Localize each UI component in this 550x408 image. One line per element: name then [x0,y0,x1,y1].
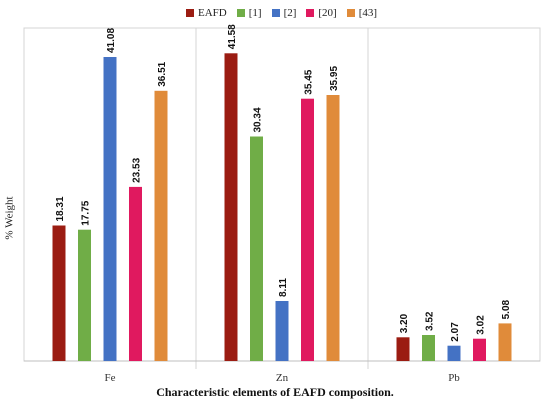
bar-pb-2 [447,345,461,361]
legend-swatch-eafd [186,9,194,17]
legend-swatch-ref1 [236,9,245,17]
data-label: 35.95 [329,66,340,91]
bar-pb-3 [473,338,486,361]
bar-pb-0 [396,337,410,361]
legend-item-eafd: EAFD [186,7,227,19]
data-label: 3.52 [425,311,436,331]
chart-legend: EAFD [1] [2] [20] [43] [186,7,377,19]
data-label: 23.53 [132,157,143,182]
bar-fe-2 [103,57,117,361]
bar-fe-0 [52,225,66,361]
bar-pb-4 [498,323,512,361]
data-label: 2.07 [450,322,461,342]
x-tick-label: Zn [276,372,289,384]
y-axis-label: % Weight [3,196,16,240]
bar-zn-2 [275,301,289,361]
data-label: 18.31 [55,196,66,221]
data-label: 41.08 [106,28,117,53]
data-label: 36.51 [157,61,168,86]
legend-item-ref43: [43] [346,7,378,19]
data-label: 3.02 [476,315,487,335]
x-axis-title: Characteristic elements of EAFD composit… [156,385,394,399]
data-label: 35.45 [304,69,315,94]
bar-fe-3 [129,186,142,361]
bar-zn-4 [326,95,340,361]
legend-label-ref43: [43] [358,7,378,19]
bar-fe-4 [154,90,168,362]
legend-label-ref20: [20] [318,7,337,19]
bar-zn-3 [301,98,314,361]
data-label: 8.11 [278,278,289,297]
data-label: 41.58 [227,24,238,49]
x-tick-label: Pb [448,372,460,384]
legend-label-ref2: [2] [283,7,297,19]
data-label: 3.20 [399,313,410,333]
bar-zn-1 [250,136,263,361]
legend-swatch-ref43 [346,9,355,17]
legend-swatch-ref2 [271,9,280,17]
legend-swatch-ref20 [306,9,315,17]
bar-fe-1 [78,229,91,361]
legend-label-eafd: EAFD [198,7,227,19]
bar-zn-0 [224,53,238,362]
legend-item-ref1: [1] [236,7,262,19]
data-label: 5.08 [501,299,512,319]
x-tick-label: Fe [105,372,116,384]
legend-item-ref20: [20] [306,7,337,19]
data-label: 30.34 [253,107,264,132]
legend-label-ref1: [1] [248,7,262,19]
data-label: 17.75 [81,200,92,225]
legend-item-ref2: [2] [271,7,297,19]
bar-pb-1 [422,335,435,361]
